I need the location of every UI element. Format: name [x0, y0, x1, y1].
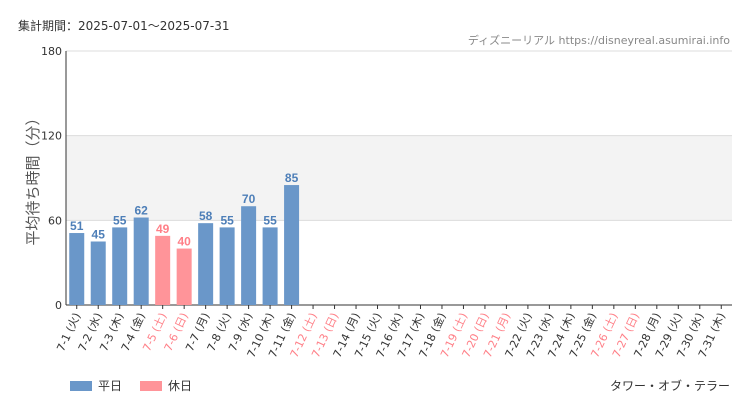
- bar-value-label: 51: [70, 219, 84, 233]
- bar: [133, 217, 149, 305]
- y-tick-label: 180: [41, 45, 62, 58]
- legend-holiday-label: 休日: [168, 379, 193, 393]
- bar: [176, 248, 192, 305]
- shaded-band: [66, 135, 732, 221]
- legend-item-holiday: 休日: [140, 377, 192, 394]
- bar: [198, 223, 214, 305]
- bar-value-label: 40: [177, 235, 191, 249]
- bar-value-label: 45: [92, 228, 106, 242]
- bar-value-label: 55: [220, 213, 234, 227]
- bar: [90, 241, 106, 305]
- collection-period: 集計期間：2025-07-01～2025-07-31: [18, 19, 230, 33]
- bar: [112, 227, 128, 305]
- y-tick-label: 60: [48, 214, 62, 227]
- y-tick-label: 120: [41, 130, 62, 143]
- legend-item-weekday: 平日: [70, 377, 122, 394]
- y-tick-label: 0: [55, 299, 62, 312]
- bar: [284, 185, 300, 305]
- bar: [262, 227, 278, 305]
- weekday-swatch: [70, 380, 92, 391]
- bar: [241, 206, 257, 305]
- bar: [219, 227, 235, 305]
- attraction-name: タワー・オブ・テラー: [609, 379, 730, 393]
- bar-value-label: 70: [242, 192, 256, 206]
- bar-value-label: 58: [199, 209, 213, 223]
- y-axis-title: 平均待ち時間（分）: [24, 110, 42, 245]
- holiday-swatch: [140, 380, 163, 391]
- source-credit: ディズニーリアル https://disneyreal.asumirai.inf…: [467, 34, 730, 47]
- bar-value-label: 62: [135, 204, 149, 218]
- bar-value-label: 55: [113, 213, 127, 227]
- legend: 平日 休日: [70, 377, 210, 394]
- bar: [155, 235, 171, 305]
- legend-weekday-label: 平日: [98, 379, 123, 393]
- bar-value-label: 49: [156, 222, 170, 236]
- bar: [69, 233, 85, 305]
- bar-value-label: 55: [263, 213, 277, 227]
- bar-value-label: 85: [285, 171, 299, 185]
